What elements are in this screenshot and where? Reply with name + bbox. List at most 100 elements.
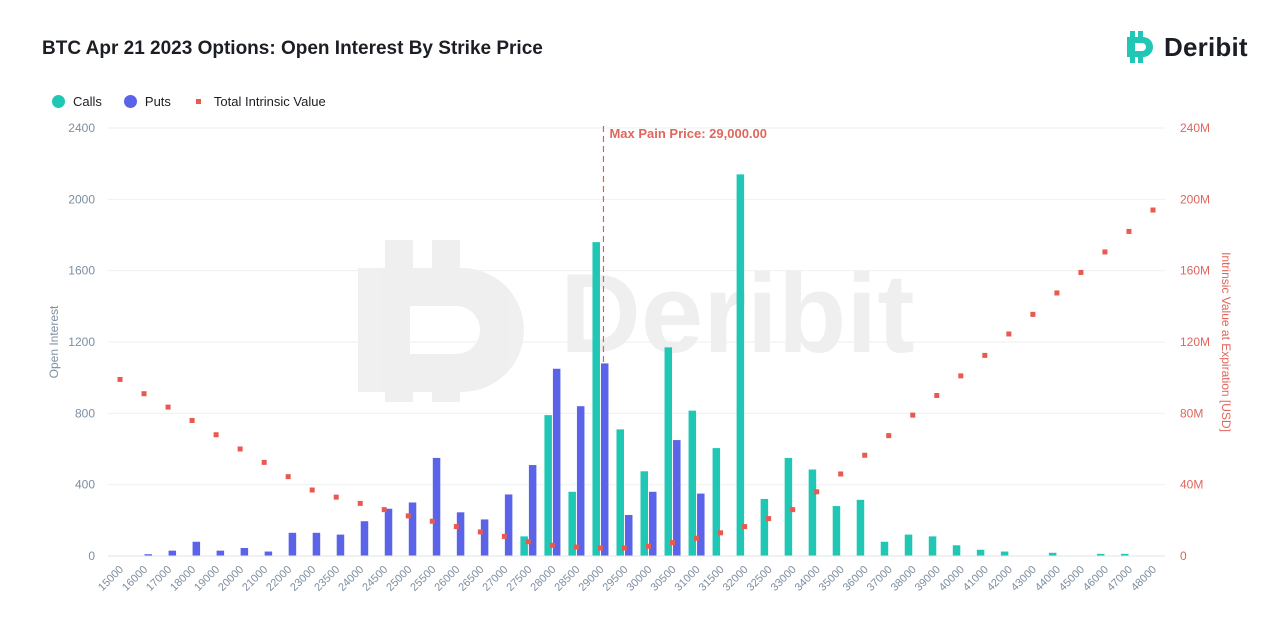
x-tick-label: 28500 (552, 564, 582, 594)
intrinsic-value-point (357, 500, 363, 506)
x-tick-label: 23500 (312, 564, 342, 594)
intrinsic-swatch-icon (195, 99, 201, 104)
intrinsic-value-point (886, 433, 892, 439)
put-bar (384, 508, 393, 556)
call-bar (760, 498, 769, 556)
y2-tick-label: 120M (1180, 335, 1210, 349)
x-tick-label: 35000 (817, 564, 847, 594)
x-tick-label: 19000 (192, 564, 222, 594)
legend-item-puts[interactable]: Puts (123, 94, 171, 109)
x-tick-label: 27000 (480, 564, 510, 594)
put-bar (360, 521, 369, 556)
intrinsic-value-point (982, 352, 988, 358)
intrinsic-value-point (1078, 269, 1084, 275)
call-bar (784, 457, 793, 556)
y-tick-label: 800 (75, 406, 95, 420)
legend-label-intrinsic: Total Intrinsic Value (213, 94, 326, 109)
x-tick-label: 27500 (504, 564, 534, 594)
y2-tick-label: 160M (1180, 264, 1210, 278)
x-tick-label: 30000 (625, 564, 655, 594)
chart-title: BTC Apr 21 2023 Options: Open Interest B… (42, 38, 543, 59)
y2-axis-title: Intrinsic Value at Expiration [USD] (1219, 252, 1233, 432)
intrinsic-value-point (333, 494, 339, 500)
x-tick-label: 42000 (985, 564, 1015, 594)
put-bar (600, 363, 609, 556)
put-bar (408, 502, 417, 556)
x-tick-label: 25000 (384, 564, 414, 594)
x-tick-label: 43000 (1009, 564, 1039, 594)
call-bar (880, 541, 889, 556)
x-tick-label: 24000 (336, 564, 366, 594)
intrinsic-value-point (429, 518, 435, 524)
call-bar (1048, 552, 1057, 556)
x-tick-label: 20000 (216, 564, 246, 594)
x-tick-label: 44000 (1033, 564, 1063, 594)
intrinsic-value-point (309, 487, 315, 493)
legend-label-calls: Calls (73, 94, 102, 109)
x-tick-label: 29000 (576, 564, 606, 594)
put-bar (552, 368, 561, 556)
puts-swatch-icon (123, 95, 137, 108)
call-bar (856, 499, 865, 556)
intrinsic-value-point (790, 507, 796, 513)
x-tick-label: 22000 (264, 564, 294, 594)
legend-label-puts: Puts (144, 94, 171, 109)
watermark (358, 240, 524, 402)
y2-tick-label: 240M (1180, 121, 1210, 135)
x-tick-label: 46000 (1081, 564, 1111, 594)
x-tick-label: 24500 (360, 564, 390, 594)
intrinsic-value-point (501, 533, 507, 539)
intrinsic-value-point (862, 452, 868, 458)
call-bar (640, 471, 649, 556)
intrinsic-value-point (141, 391, 147, 397)
x-tick-label: 37000 (865, 564, 895, 594)
intrinsic-value-point (573, 544, 579, 550)
x-tick-label: 31000 (673, 564, 703, 594)
x-tick-label: 28000 (528, 564, 558, 594)
x-tick-label: 31500 (697, 564, 727, 594)
call-bar (544, 415, 552, 556)
put-bar (576, 406, 585, 556)
put-bar (336, 534, 345, 556)
call-bar (976, 549, 985, 556)
y-tick-label: 2400 (68, 121, 95, 135)
x-tick-label: 40000 (937, 564, 967, 594)
intrinsic-value-point (477, 529, 483, 535)
x-tick-label: 48000 (1129, 564, 1159, 594)
x-tick-label: 34000 (793, 564, 823, 594)
x-tick-label: 15000 (96, 564, 126, 594)
call-bar (712, 448, 721, 556)
y-tick-label: 2000 (68, 192, 95, 206)
intrinsic-value-point (910, 412, 916, 418)
x-tick-label: 47000 (1105, 564, 1135, 594)
intrinsic-value-point (213, 432, 219, 438)
x-tick-label: 41000 (961, 564, 991, 594)
y2-tick-label: 0 (1180, 549, 1187, 563)
y2-tick-label: 200M (1180, 192, 1210, 206)
y-tick-label: 400 (75, 478, 95, 492)
intrinsic-value-point (1030, 311, 1036, 317)
call-bar (520, 536, 528, 556)
y-tick-label: 1600 (68, 264, 95, 278)
put-bar (504, 494, 513, 556)
deribit-logo-icon (1127, 31, 1153, 63)
call-bar (1096, 553, 1105, 556)
intrinsic-value-point (597, 545, 603, 551)
legend-item-calls[interactable]: Calls (52, 94, 102, 109)
x-tick-label: 16000 (120, 564, 150, 594)
intrinsic-value-point (838, 471, 844, 477)
intrinsic-value-point (766, 516, 772, 522)
put-bar (432, 457, 441, 556)
legend-item-intrinsic[interactable]: Total Intrinsic Value (193, 94, 326, 109)
put-bar (216, 550, 225, 556)
intrinsic-value-point (670, 540, 676, 546)
intrinsic-value-point (549, 542, 555, 548)
call-bar (832, 506, 841, 556)
put-bar (697, 493, 705, 556)
logo-text: Deribit (1164, 31, 1248, 62)
put-bar (528, 465, 537, 556)
y2-tick-label: 40M (1180, 478, 1203, 492)
put-bar (192, 541, 201, 556)
deribit-logo: Deribit (1124, 30, 1248, 64)
